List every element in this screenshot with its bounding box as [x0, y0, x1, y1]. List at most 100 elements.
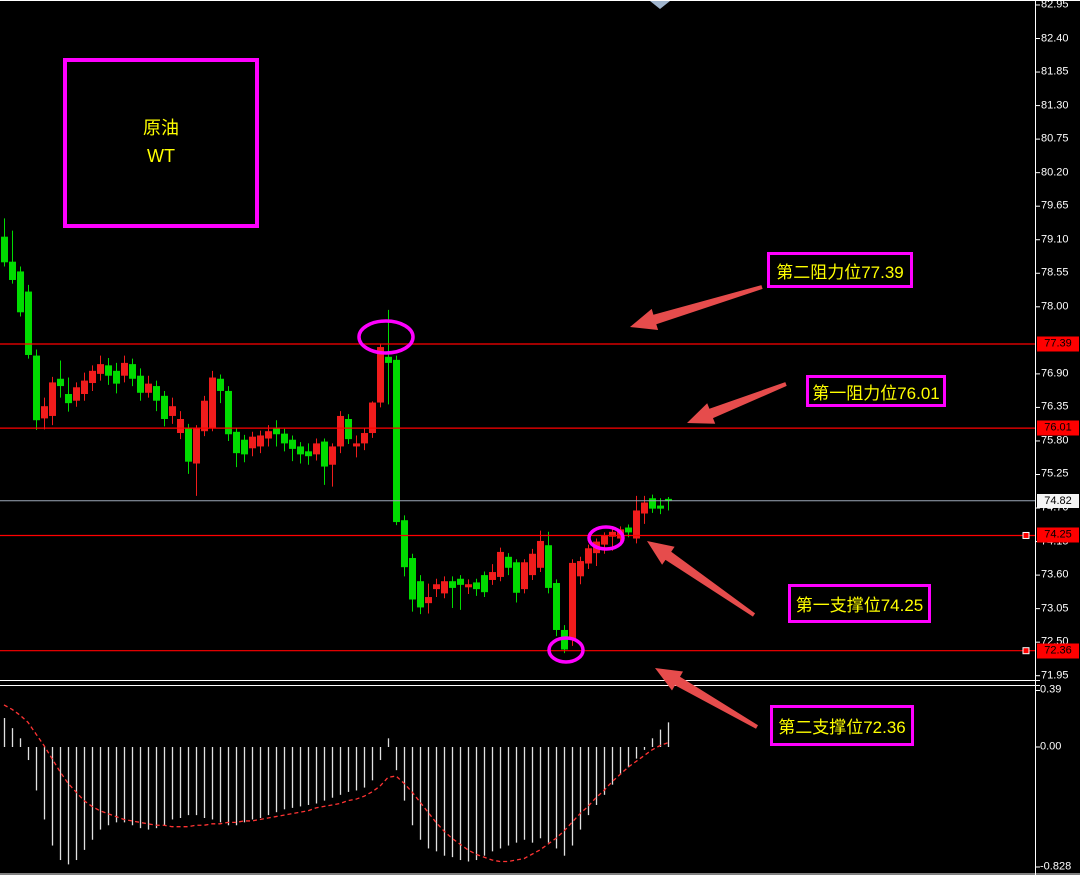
- candle-body: [209, 377, 216, 429]
- annotation-support1-label[interactable]: 第一支撑位74.25: [788, 584, 931, 623]
- candle-body: [361, 433, 368, 444]
- annotation-arrow[interactable]: [655, 668, 758, 729]
- candle-body: [641, 502, 648, 514]
- candle-body: [73, 387, 80, 401]
- candle-body: [649, 498, 656, 509]
- price-tick-label: 81.30: [1041, 99, 1069, 112]
- level-price-tag: 72.36: [1037, 643, 1079, 659]
- annotation-support2-label[interactable]: 第二支撑位72.36: [770, 705, 914, 746]
- candle-body: [337, 415, 344, 447]
- candle-body: [313, 443, 320, 455]
- level-price-tag: 77.39: [1037, 336, 1079, 352]
- highlight-ellipse[interactable]: [547, 636, 585, 664]
- candle-body: [185, 428, 192, 462]
- candle-body: [425, 597, 432, 604]
- candle-body: [657, 505, 664, 509]
- candle-body: [321, 441, 328, 467]
- level-line-handle[interactable]: [1022, 531, 1030, 539]
- level-line-handle[interactable]: [1022, 647, 1030, 655]
- candle-body: [393, 359, 400, 523]
- price-tick-label: 78.00: [1041, 300, 1069, 313]
- candle-body: [441, 581, 448, 594]
- candle-body: [369, 402, 376, 434]
- candle-body: [489, 572, 496, 580]
- candle-body: [529, 553, 536, 576]
- candle-body: [177, 419, 184, 434]
- candle-body: [153, 386, 160, 401]
- instrument-symbol: WT: [147, 146, 175, 166]
- candle-body: [225, 390, 232, 435]
- candle-body: [57, 378, 64, 387]
- candle-body: [585, 548, 592, 564]
- annotation-resistance2-label[interactable]: 第二阻力位77.39: [767, 252, 913, 288]
- price-tick-label: 80.20: [1041, 166, 1069, 179]
- candle-body: [449, 581, 456, 588]
- candle-body: [9, 261, 16, 280]
- price-tick-label: 80.75: [1041, 132, 1069, 145]
- candle-body: [201, 400, 208, 432]
- candle-body: [401, 520, 408, 568]
- candle-body: [385, 356, 392, 363]
- candle-body: [417, 581, 424, 608]
- down-triangle-marker[interactable]: [650, 1, 670, 9]
- candle-body: [521, 562, 528, 590]
- candle-body: [625, 527, 632, 533]
- candle-body: [545, 545, 552, 588]
- price-tick-label: 76.90: [1041, 367, 1069, 380]
- candle-body: [33, 355, 40, 421]
- candle-body: [233, 431, 240, 454]
- price-tick-label: 72.50: [1041, 635, 1069, 648]
- candle-body: [105, 365, 112, 376]
- candle-body: [49, 382, 56, 416]
- candle-body: [497, 551, 504, 577]
- candle-body: [249, 436, 256, 449]
- candle-body: [409, 558, 416, 600]
- candle-body: [193, 428, 200, 464]
- price-tick-label: 79.10: [1041, 233, 1069, 246]
- annotation-resistance1-label[interactable]: 第一阻力位76.01: [806, 375, 946, 407]
- price-tick-label: 75.25: [1041, 467, 1069, 480]
- annotation-arrow[interactable]: [687, 382, 787, 424]
- candle-body: [81, 380, 88, 395]
- candle-body: [345, 419, 352, 440]
- candle-body: [537, 540, 544, 568]
- level-price-tag: 76.01: [1037, 420, 1079, 436]
- candle-body: [513, 562, 520, 593]
- candle-body: [41, 406, 48, 419]
- candle-body: [305, 451, 312, 457]
- instrument-label-box[interactable]: 原油 WT: [63, 58, 259, 228]
- candle-body: [273, 428, 280, 435]
- candle-body: [97, 364, 104, 374]
- candle-body: [465, 584, 472, 588]
- candle-body: [433, 584, 440, 590]
- price-tick-label: 82.40: [1041, 32, 1069, 44]
- price-tick-label: 81.85: [1041, 65, 1069, 78]
- candle-body: [257, 435, 264, 447]
- candle-body: [481, 575, 488, 593]
- macd-signal-line: [3, 704, 669, 863]
- candle-body: [241, 439, 248, 455]
- highlight-ellipse[interactable]: [587, 525, 625, 551]
- price-tick-label: 78.55: [1041, 266, 1069, 279]
- candle-body: [281, 433, 288, 444]
- annotation-arrow[interactable]: [647, 541, 756, 617]
- price-tick-label: 79.65: [1041, 199, 1069, 212]
- candle-body: [289, 439, 296, 449]
- price-tick-label: 82.95: [1041, 0, 1069, 11]
- level-price-tag: 74.25: [1037, 527, 1079, 543]
- candle-body: [137, 375, 144, 393]
- candle-body: [17, 271, 24, 313]
- candle-body: [121, 362, 128, 376]
- candle-body: [129, 364, 136, 379]
- indicator-tick-label: 0.00: [1040, 740, 1062, 753]
- candle-body: [457, 578, 464, 585]
- candle-body: [609, 531, 616, 537]
- candle-body: [633, 510, 640, 539]
- highlight-ellipse[interactable]: [357, 319, 415, 355]
- candle-body: [297, 446, 304, 455]
- candle-body: [65, 394, 72, 404]
- annotation-arrow[interactable]: [630, 285, 763, 330]
- price-tick-label: 73.05: [1041, 602, 1069, 615]
